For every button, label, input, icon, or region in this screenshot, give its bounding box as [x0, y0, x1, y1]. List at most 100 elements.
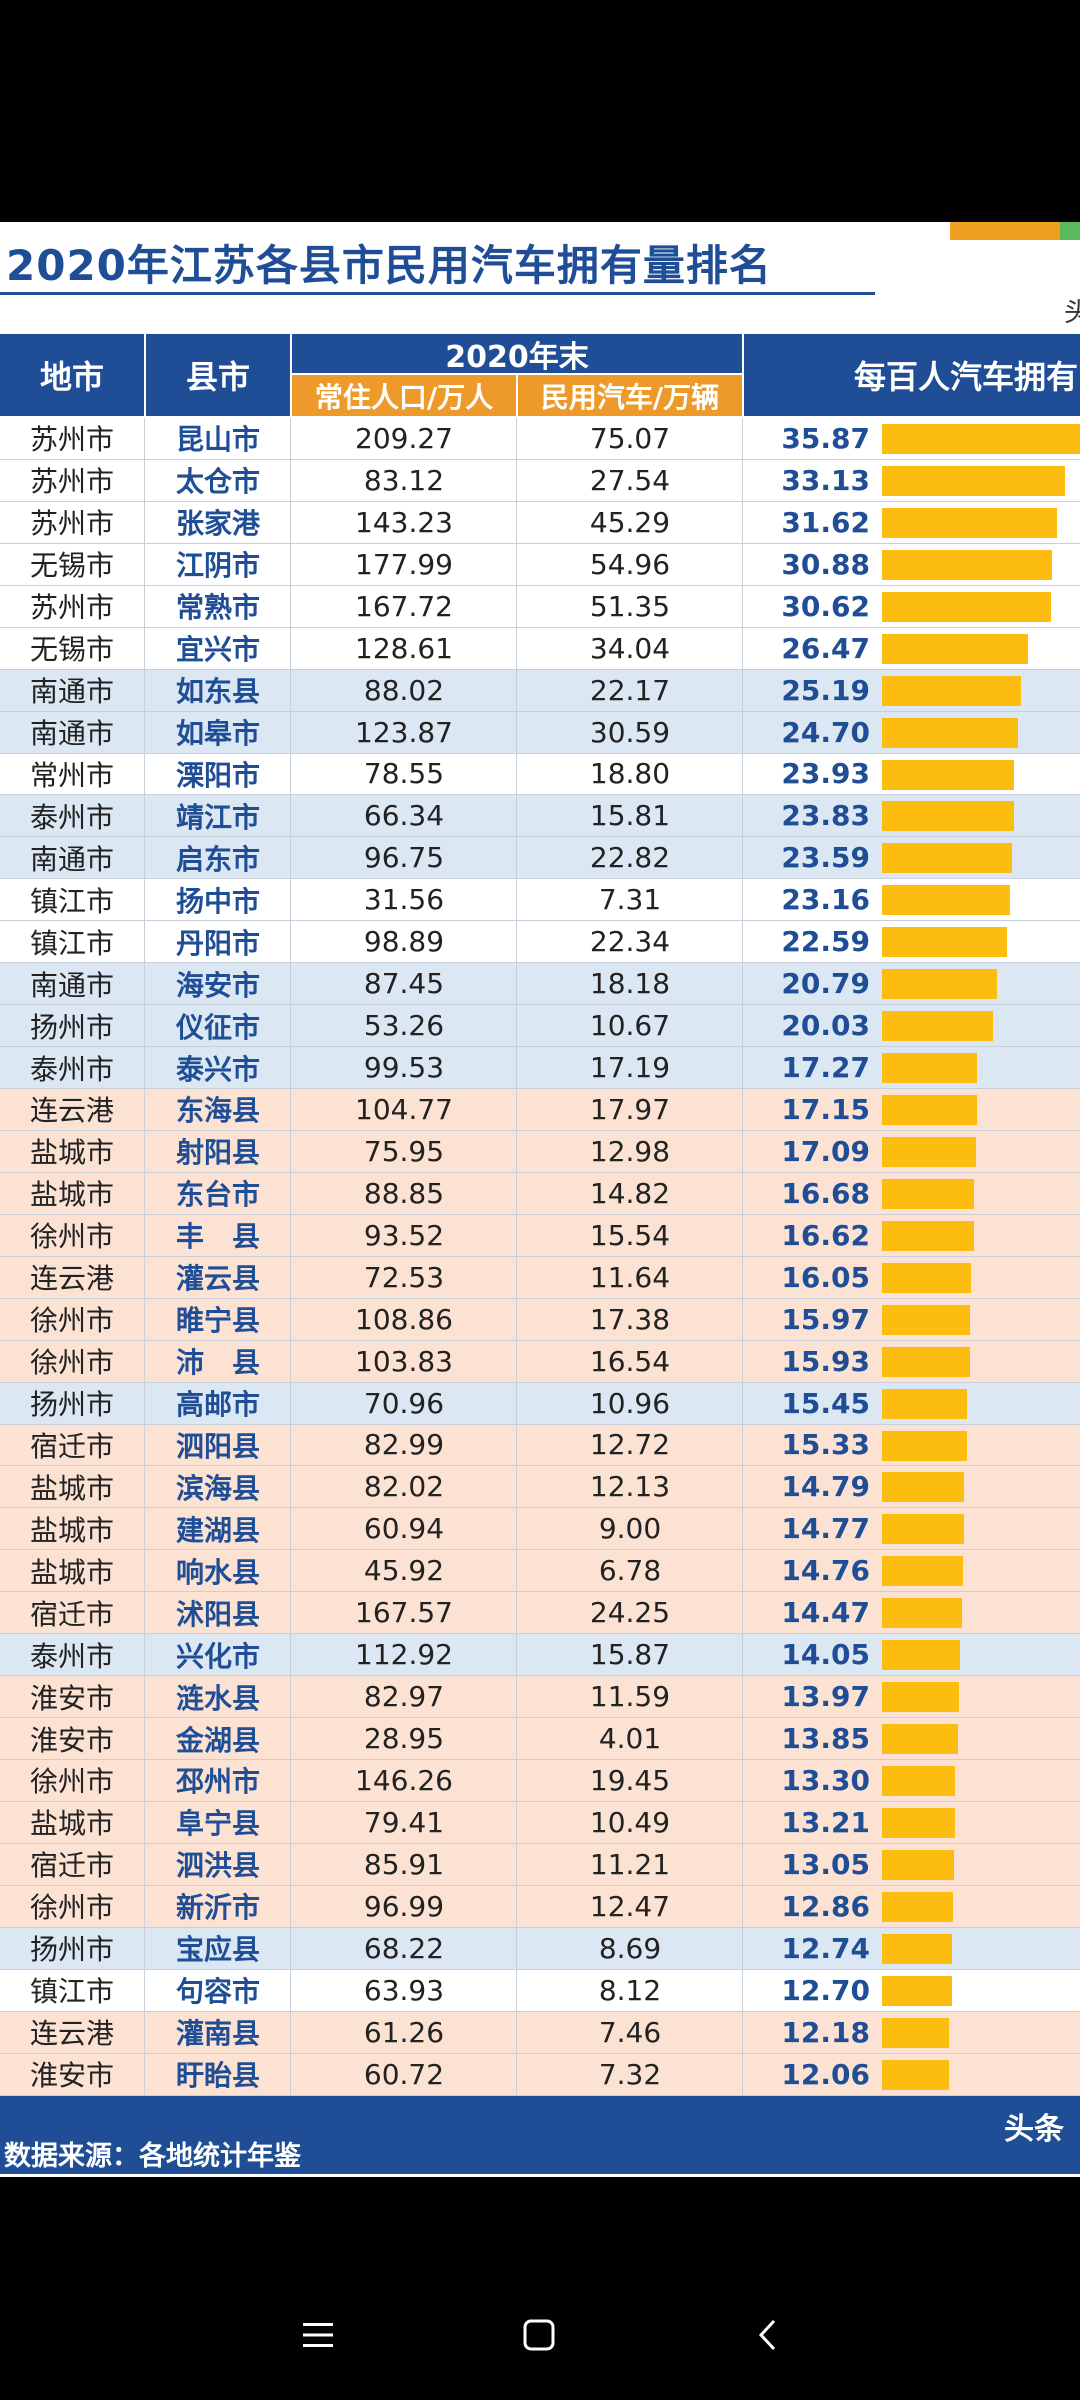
column-divider: [516, 1885, 517, 1927]
table-row: 扬州市 宝应县 68.22 8.69 12.74: [0, 1927, 1080, 1970]
cell-cars: 51.35: [589, 589, 671, 623]
table-row: 苏州市 常熟市 167.72 51.35 30.62: [0, 585, 1080, 628]
cell-rate: 15.45: [781, 1386, 870, 1420]
cell-county: 邳州市: [175, 1765, 260, 1799]
column-divider: [516, 585, 517, 627]
cell-rate: 12.86: [781, 1889, 870, 1923]
column-divider: [742, 1005, 743, 1047]
cell-cars: 17.97: [589, 1092, 671, 1126]
column-divider: [144, 1298, 145, 1340]
page-title: 2020年江苏各县市民用汽车拥有量排名: [6, 241, 772, 290]
column-divider: [144, 1382, 145, 1424]
column-divider: [516, 1466, 517, 1508]
column-divider: [144, 418, 145, 459]
column-divider: [742, 459, 743, 501]
column-divider: [144, 1047, 145, 1088]
cell-cars: 12.13: [589, 1470, 671, 1504]
table-row: 盐城市 阜宁县 79.41 10.49 13.21: [0, 1801, 1080, 1844]
cell-rate: 13.85: [781, 1722, 870, 1756]
column-divider: [516, 459, 517, 501]
column-divider: [290, 669, 291, 711]
table-row: 镇江市 丹阳市 98.89 22.34 22.59: [0, 921, 1080, 964]
cell-city: 徐州市: [29, 1765, 114, 1799]
cell-population: 60.72: [363, 2057, 445, 2091]
rate-bar: [882, 1262, 971, 1293]
cell-county: 句容市: [175, 1975, 260, 2009]
column-divider: [516, 1508, 517, 1550]
column-divider: [290, 1969, 291, 2011]
column-divider: [290, 1005, 291, 1047]
table-row: 徐州市 邳州市 146.26 19.45 13.30: [0, 1760, 1080, 1802]
cell-cars: 11.21: [589, 1847, 671, 1881]
cell-city: 苏州市: [29, 465, 114, 499]
column-divider: [290, 1885, 291, 1927]
column-divider: [742, 711, 743, 753]
cell-city: 镇江市: [29, 1975, 114, 2009]
table-row: 南通市 如东县 88.02 22.17 25.19: [0, 669, 1080, 712]
cell-rate: 12.74: [781, 1931, 870, 1965]
cell-cars: 12.98: [589, 1134, 671, 1168]
header-city: 地市: [0, 334, 144, 416]
table-row: 无锡市 宜兴市 128.61 34.04 26.47: [0, 627, 1080, 670]
column-divider: [742, 543, 743, 585]
cell-county: 东台市: [175, 1178, 260, 1212]
column-divider: [742, 1172, 743, 1214]
rate-bar: [882, 927, 1007, 958]
cell-city: 徐州市: [29, 1346, 114, 1380]
column-divider: [516, 1592, 517, 1634]
column-divider: [742, 1801, 743, 1843]
cell-cars: 8.69: [598, 1931, 662, 1965]
cell-cars: 15.54: [589, 1218, 671, 1252]
column-divider: [290, 1843, 291, 1885]
cell-county: 金湖县: [175, 1723, 260, 1757]
menu-icon[interactable]: [283, 2290, 353, 2380]
cell-county: 高邮市: [175, 1388, 260, 1422]
column-divider: [144, 1550, 145, 1592]
cell-rate: 31.62: [781, 505, 870, 539]
header-county: 县市: [146, 334, 290, 416]
cell-rate: 24.70: [781, 715, 870, 749]
back-chevron-icon[interactable]: [733, 2290, 803, 2380]
cell-rate: 23.16: [781, 883, 870, 917]
cell-rate: 15.93: [781, 1344, 870, 1378]
cell-cars: 30.59: [589, 715, 671, 749]
column-divider: [144, 963, 145, 1005]
column-divider: [516, 1927, 517, 1969]
cell-population: 143.23: [355, 505, 453, 539]
rate-bar: [882, 1304, 971, 1335]
cell-county: 兴化市: [175, 1639, 260, 1673]
table-row: 徐州市 丰 县 93.52 15.54 16.62: [0, 1214, 1080, 1257]
cell-county: 昆山市: [175, 423, 260, 457]
rate-bar: [882, 1807, 955, 1838]
column-divider: [144, 795, 145, 837]
cell-population: 93.52: [363, 1218, 445, 1252]
cell-rate: 30.88: [781, 547, 870, 581]
cell-city: 泰州市: [29, 1052, 114, 1086]
cell-county: 泰兴市: [175, 1052, 260, 1086]
home-square-icon[interactable]: [504, 2290, 574, 2380]
cell-cars: 18.80: [589, 757, 671, 791]
table-row: 徐州市 睢宁县 108.86 17.38 15.97: [0, 1298, 1080, 1341]
table-row: 苏州市 太仓市 83.12 27.54 33.13: [0, 459, 1080, 502]
column-divider: [144, 1760, 145, 1801]
table-row: 淮安市 金湖县 28.95 4.01 13.85: [0, 1718, 1080, 1760]
cell-city: 泰州市: [29, 800, 114, 834]
rate-bar: [882, 1136, 977, 1167]
cell-county: 响水县: [175, 1555, 260, 1589]
cell-county: 滨海县: [175, 1471, 260, 1505]
column-divider: [516, 1676, 517, 1718]
cell-population: 45.92: [363, 1554, 445, 1588]
table-row: 连云港 灌云县 72.53 11.64 16.05: [0, 1256, 1080, 1299]
rate-bar: [882, 1472, 964, 1503]
cell-county: 建湖县: [175, 1513, 260, 1547]
cell-city: 盐城市: [29, 1136, 114, 1170]
cell-county: 新沂市: [175, 1891, 260, 1925]
column-divider: [516, 2053, 517, 2095]
table-row: 盐城市 东台市 88.85 14.82 16.68: [0, 1172, 1080, 1215]
rate-bar: [882, 1178, 975, 1209]
rate-bar: [882, 1556, 964, 1587]
cell-city: 无锡市: [29, 549, 114, 583]
rate-bar: [882, 1346, 970, 1377]
column-divider: [516, 753, 517, 795]
cell-county: 扬中市: [175, 884, 260, 918]
